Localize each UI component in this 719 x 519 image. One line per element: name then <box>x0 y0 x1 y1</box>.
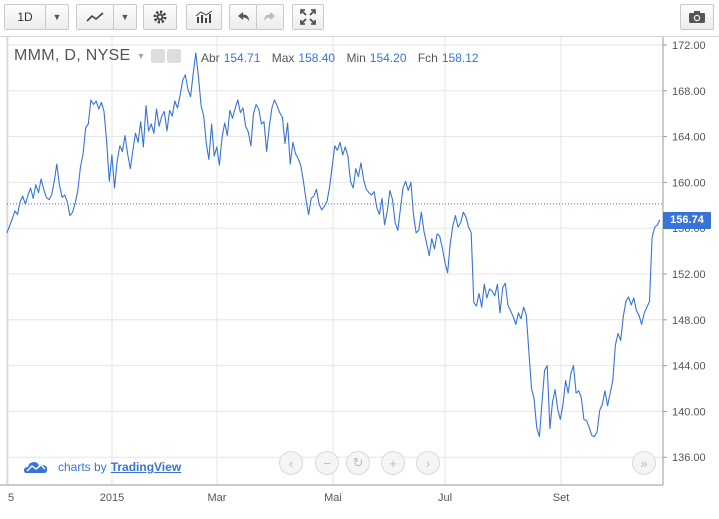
chart-style-dropdown-button[interactable]: ▼ <box>113 4 137 30</box>
price-series-line <box>6 52 661 438</box>
y-tick-label: 136.00 <box>672 452 706 464</box>
fullscreen-icon <box>300 9 316 25</box>
y-tick-label: 160.00 <box>672 177 706 189</box>
double-chevron-right-icon: » <box>640 455 648 471</box>
x-tick-label: Mai <box>324 492 342 504</box>
low-value: 154.20 <box>369 51 407 65</box>
y-tick-label: 140.00 <box>672 406 706 418</box>
interval-button[interactable]: 1D <box>4 4 46 30</box>
x-tick-label: Mar <box>208 492 227 504</box>
indicators-button[interactable] <box>186 4 222 30</box>
x-tick-label: Jul <box>438 492 452 504</box>
zoom-in-button[interactable]: + <box>381 451 405 475</box>
price-chart[interactable]: 172.00168.00164.00160.00156.00152.00148.… <box>0 37 719 519</box>
zoom-out-button[interactable]: − <box>315 451 339 475</box>
minus-icon: − <box>323 455 331 471</box>
gear-icon[interactable] <box>167 49 182 63</box>
undo-icon <box>238 12 249 21</box>
low-label: Min <box>346 51 366 65</box>
chart-style-button[interactable] <box>76 4 114 30</box>
line-chart-icon <box>86 12 104 22</box>
y-tick-label: 172.00 <box>672 40 706 52</box>
chevron-down-icon: ▼ <box>52 12 62 22</box>
y-tick-label: 148.00 <box>672 315 706 327</box>
redo-icon <box>264 12 275 21</box>
high-value: 158.40 <box>298 51 336 65</box>
refresh-icon: ↻ <box>352 455 364 470</box>
open-label: Abr <box>201 51 220 65</box>
x-tick-label: 2015 <box>100 492 124 504</box>
y-tick-label: 168.00 <box>672 86 706 98</box>
chevron-right-icon: › <box>425 455 431 471</box>
chevron-down-icon[interactable]: ▼ <box>136 51 146 61</box>
series-legend: MMM, D, NYSE ▼ <box>14 47 183 65</box>
y-tick-label: 144.00 <box>672 361 706 373</box>
cloud-logo-icon <box>24 462 48 473</box>
scroll-left-button[interactable]: ‹ <box>279 451 303 475</box>
x-tick-label: Set <box>553 492 570 504</box>
tradingview-watermark[interactable]: charts by TradingView <box>24 460 181 474</box>
high-label: Max <box>271 51 295 65</box>
scroll-right-button[interactable]: › <box>416 451 440 475</box>
symbol-label[interactable]: MMM, D, NYSE <box>14 47 131 64</box>
scroll-to-end-button[interactable]: » <box>632 451 656 475</box>
camera-icon <box>689 11 705 23</box>
watermark-prefix: charts by <box>58 460 107 474</box>
eye-icon[interactable] <box>151 49 166 63</box>
chart-toolbar: 1D ▼ ▼ <box>0 0 719 37</box>
close-label: Fch <box>417 51 438 65</box>
fullscreen-button[interactable] <box>292 4 324 30</box>
gear-icon <box>153 10 167 24</box>
ohlc-values: Abr 154.71 Max 158.40 Min 154.20 Fch 158.12 <box>201 51 487 65</box>
x-tick-label: 5 <box>8 492 14 504</box>
snapshot-button[interactable] <box>680 4 714 30</box>
chevron-down-icon: ▼ <box>120 12 130 22</box>
interval-dropdown-button[interactable]: ▼ <box>45 4 69 30</box>
settings-button[interactable] <box>143 4 177 30</box>
chart-area[interactable]: 172.00 168.00 164.00 160.00 156.00 152.00 148.… <box>0 37 719 519</box>
last-price-tag: 156.74 <box>663 211 711 229</box>
plus-icon: + <box>389 455 397 471</box>
indicators-icon <box>195 10 213 23</box>
open-value: 154.71 <box>223 51 261 65</box>
y-tick-label: 164.00 <box>672 132 706 144</box>
reset-button[interactable]: ↻ <box>346 451 370 475</box>
chevron-left-icon: ‹ <box>288 455 294 471</box>
undo-button[interactable] <box>229 4 257 30</box>
watermark-brand[interactable]: TradingView <box>110 460 182 474</box>
redo-button[interactable] <box>256 4 284 30</box>
y-tick-label: 152.00 <box>672 269 706 281</box>
close-value: 158.12 <box>441 51 479 65</box>
